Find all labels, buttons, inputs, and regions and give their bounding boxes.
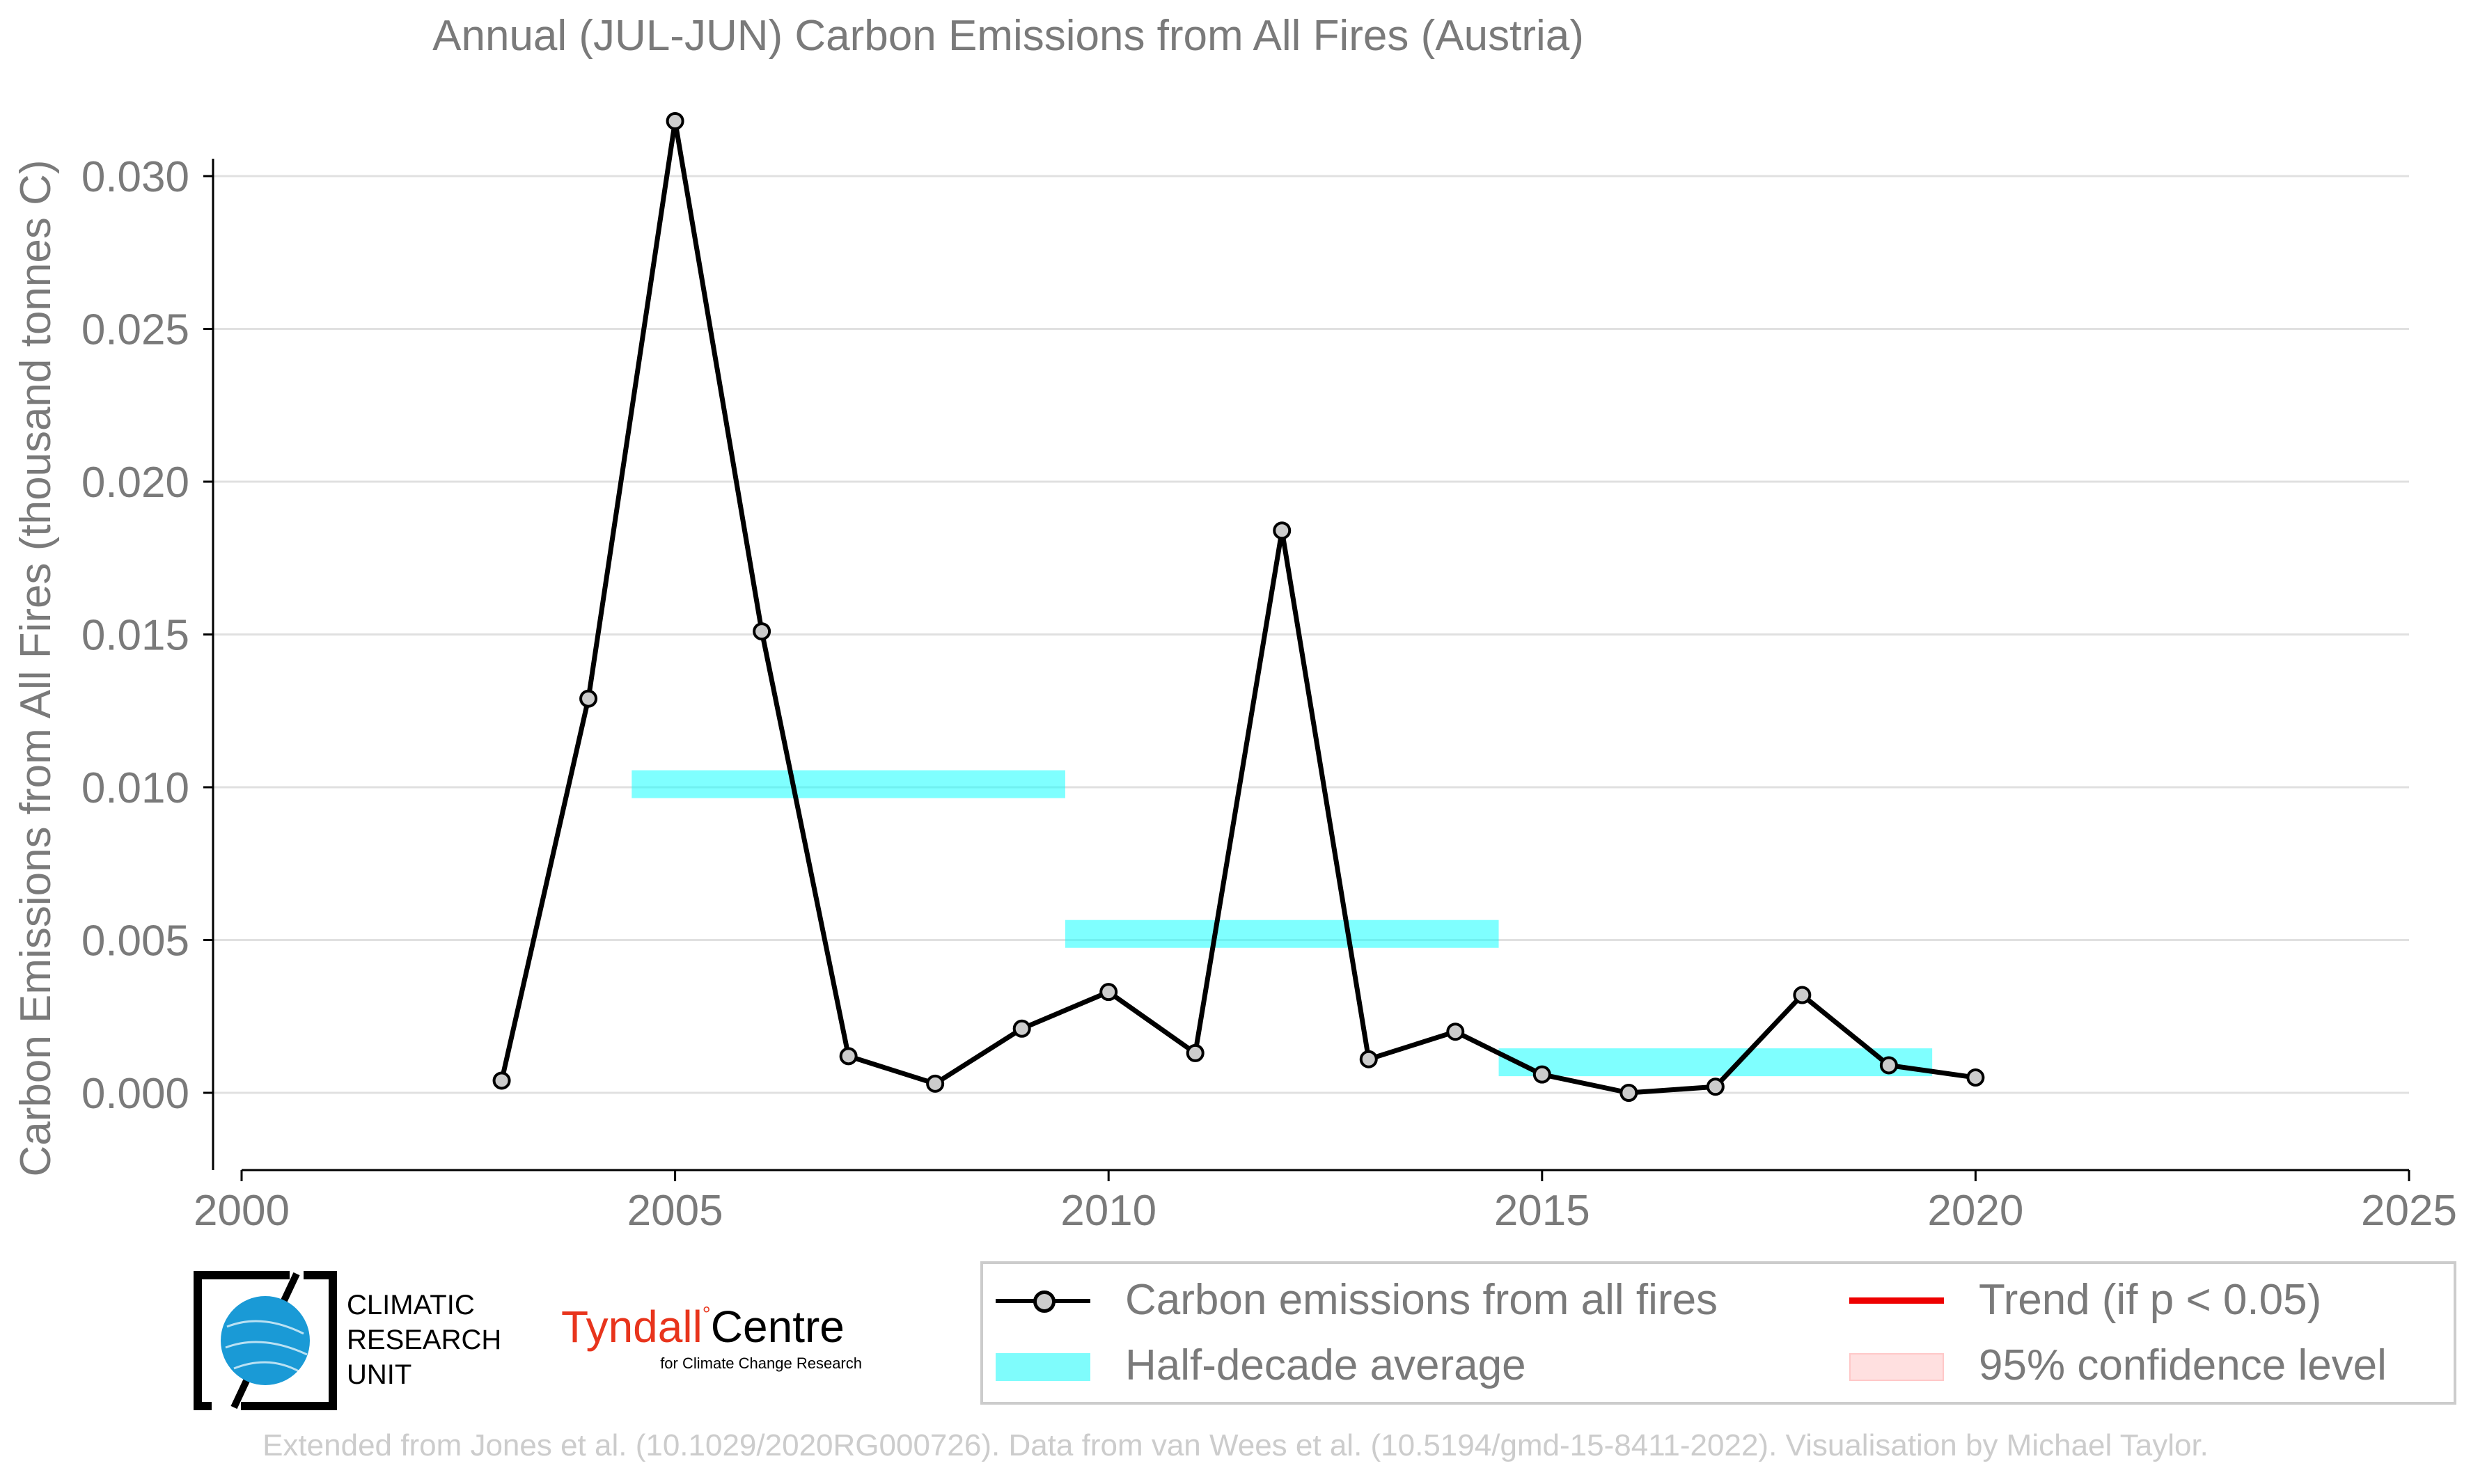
data-point xyxy=(1966,1068,1985,1087)
tyndall-logo: Tyndall°Centre for Climate Change Resear… xyxy=(561,1302,868,1378)
y-tick-label: 0.030 xyxy=(81,153,189,201)
x-tick-label: 2015 xyxy=(1494,1187,1590,1235)
legend-label-half-decade: Half-decade average xyxy=(1125,1341,1526,1389)
half-decade-band xyxy=(1065,919,1499,948)
legend-label-emissions: Carbon emissions from all fires xyxy=(1125,1276,1718,1324)
x-tick-label: 2000 xyxy=(194,1187,290,1235)
half-decade-band xyxy=(1498,1048,1933,1077)
y-axis-label: Carbon Emissions from All Fires (thousan… xyxy=(12,159,60,1176)
legend-item-trend: Trend (if p < 0.05) xyxy=(1849,1275,2321,1325)
legend: Carbon emissions from all fires Trend (i… xyxy=(980,1261,2456,1405)
data-point xyxy=(1273,521,1292,540)
x-tick-label: 2025 xyxy=(2361,1187,2457,1235)
data-point xyxy=(753,622,771,641)
x-tick-label: 2020 xyxy=(1927,1187,2023,1235)
y-tick-label: 0.020 xyxy=(81,459,189,507)
grid-lines xyxy=(213,175,2409,1094)
legend-item-half-decade: Half-decade average xyxy=(996,1341,1526,1390)
data-point xyxy=(579,689,598,708)
data-point xyxy=(1706,1078,1725,1096)
legend-symbol-trend-line xyxy=(1849,1279,1944,1321)
cru-line1: CLIMATIC xyxy=(347,1290,475,1320)
emissions-series xyxy=(492,111,1985,1102)
data-point xyxy=(1446,1023,1465,1041)
tyndall-emblem: Tyndall°Centre for Climate Change Resear… xyxy=(561,1302,862,1372)
data-point xyxy=(1186,1043,1205,1062)
tyndall-name: Tyndall xyxy=(561,1302,703,1352)
x-tick-label: 2005 xyxy=(627,1187,723,1235)
half-decade-average-bands xyxy=(632,770,1933,1077)
cru-line2: RESEARCH xyxy=(347,1325,501,1355)
chart-title: Annual (JUL-JUN) Carbon Emissions from A… xyxy=(432,12,1584,60)
legend-label-confidence: 95% confidence level xyxy=(1979,1341,2387,1389)
data-point xyxy=(1793,986,1812,1004)
data-point xyxy=(926,1074,945,1093)
data-point xyxy=(1359,1050,1378,1068)
half-decade-band xyxy=(632,770,1065,798)
legend-label-trend: Trend (if p < 0.05) xyxy=(1979,1276,2322,1324)
x-tick-label: 2010 xyxy=(1060,1187,1156,1235)
cru-line3: UNIT xyxy=(347,1359,411,1390)
legend-item-confidence: 95% confidence level xyxy=(1849,1341,2387,1390)
legend-item-emissions: Carbon emissions from all fires xyxy=(996,1275,1718,1325)
data-point xyxy=(839,1047,858,1066)
y-tick-label: 0.025 xyxy=(81,306,189,354)
cru-logo: CLIMATIC RESEARCH UNIT xyxy=(192,1271,526,1410)
footer-credit: Extended from Jones et al. (10.1029/2020… xyxy=(262,1428,2209,1462)
legend-symbol-confidence-band xyxy=(1849,1345,1944,1387)
series-line xyxy=(499,118,1976,1096)
y-tick-label: 0.015 xyxy=(81,612,189,660)
legend-symbol-line-marker xyxy=(996,1279,1090,1321)
data-point xyxy=(1619,1084,1638,1102)
data-point xyxy=(1532,1065,1551,1084)
y-tick-label: 0.000 xyxy=(81,1070,189,1118)
x-axis-ticks: 2000 2005 2010 2015 2020 2025 xyxy=(194,1170,2457,1235)
legend-symbol-half-decade-band xyxy=(996,1345,1090,1387)
data-point xyxy=(492,1071,511,1090)
tyndall-tagline: for Climate Change Research xyxy=(660,1355,862,1372)
data-point xyxy=(1099,983,1118,1002)
y-tick-label: 0.010 xyxy=(81,764,189,812)
cru-emblem: CLIMATIC RESEARCH UNIT xyxy=(194,1271,501,1410)
svg-text:Tyndall°Centre: Tyndall°Centre xyxy=(561,1302,845,1352)
y-axis-ticks: 0.000 0.005 0.010 0.015 0.020 0.025 0.030 xyxy=(81,153,213,1118)
data-point xyxy=(666,111,684,130)
tyndall-name2: Centre xyxy=(711,1302,845,1352)
y-tick-label: 0.005 xyxy=(81,917,189,965)
data-point xyxy=(1879,1056,1898,1075)
data-point xyxy=(1012,1019,1031,1038)
